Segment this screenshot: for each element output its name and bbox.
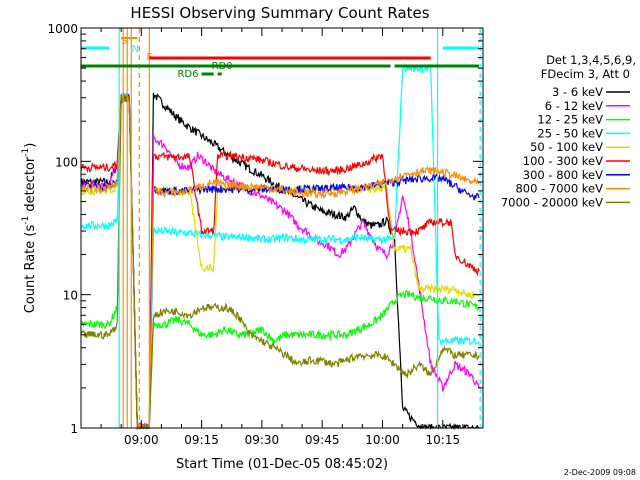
state-label-4: RD6: [177, 69, 198, 80]
y-axis-ticks: 1 10 100 1000: [47, 22, 483, 436]
state-label-1: N: [132, 44, 139, 55]
y-tick-label-2: 100: [55, 155, 78, 169]
x-axis-label: Start Time (01-Dec-05 08:45:02): [176, 457, 388, 472]
legend-label-1: 6 - 12 keV: [545, 99, 603, 113]
x-tick-label-3: 09:45: [305, 433, 340, 447]
y-tick-label-0: 1: [70, 422, 78, 436]
legend-label-0: 3 - 6 keV: [552, 85, 603, 99]
legend-label-8: 7000 - 20000 keV: [501, 195, 603, 209]
legend-label-4: 50 - 100 keV: [530, 140, 603, 154]
legend-header-line-2: FDecim 3, Att 0: [541, 67, 630, 81]
legend-label-7: 800 - 7000 keV: [515, 182, 603, 196]
plot-timestamp: 2-Dec-2009 09:08: [564, 468, 636, 477]
legend-label-2: 12 - 25 keV: [537, 113, 603, 127]
state-annotations: SNF RD0 RD6: [81, 28, 481, 428]
state-label-3: RD0: [212, 61, 233, 72]
x-tick-label-5: 10:15: [426, 433, 461, 447]
x-tick-label-4: 10:00: [365, 433, 400, 447]
x-tick-label-1: 09:15: [184, 433, 219, 447]
x-axis-ticks: 09:00 09:15 09:30 09:45 10:00 10:15: [100, 28, 464, 447]
state-label-2: F: [147, 52, 153, 63]
y-axis-label: Count Rate (s-1 detector-1): [21, 143, 38, 314]
x-tick-label-0: 09:00: [124, 433, 159, 447]
series-line-8: [80, 95, 480, 430]
chart-title: HESSI Observing Summary Count Rates: [130, 4, 429, 22]
legend-label-5: 100 - 300 keV: [523, 154, 603, 168]
y-tick-label-1: 10: [63, 289, 78, 303]
legend-label-6: 300 - 800 keV: [523, 168, 603, 182]
legend-header-line-1: Det 1,3,4,5,6,9,: [546, 53, 636, 67]
y-tick-label-3: 1000: [47, 22, 78, 36]
legend: Det 1,3,4,5,6,9, FDecim 3, Att 0 3 - 6 k…: [501, 53, 636, 209]
x-tick-label-2: 09:30: [245, 433, 280, 447]
legend-label-3: 25 - 50 keV: [537, 126, 603, 140]
state-label-0: S: [121, 36, 127, 47]
